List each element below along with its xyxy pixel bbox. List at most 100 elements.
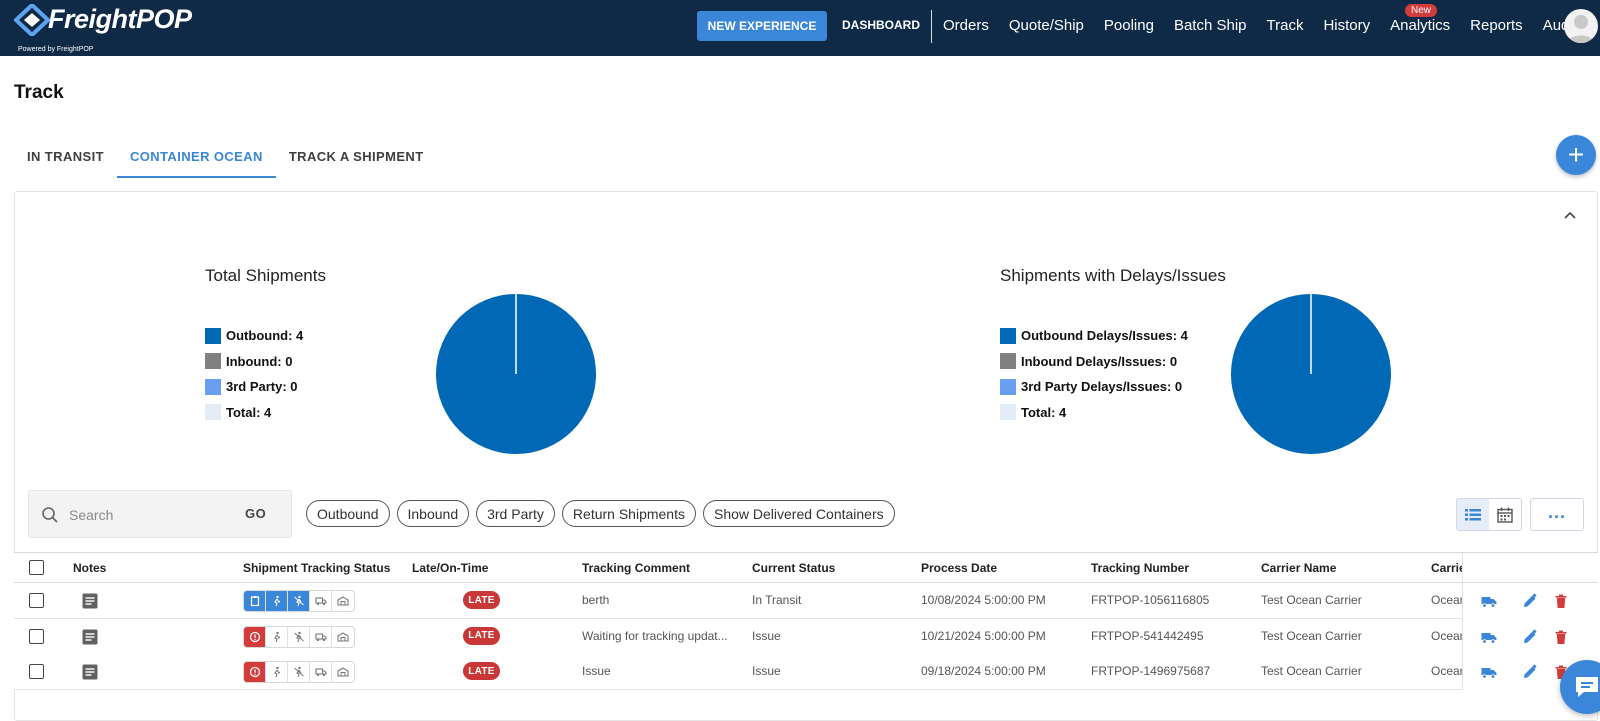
legend-label: Total: 4 (1021, 404, 1067, 420)
nav-analytics[interactable]: Analytics (1390, 17, 1451, 34)
legend-label: Outbound: 4 (226, 328, 304, 344)
status-step-clipboard-icon[interactable] (244, 662, 266, 682)
status-step-walking-icon[interactable] (266, 626, 288, 647)
search-input[interactable] (69, 504, 219, 526)
late-badge: LATE (463, 591, 500, 609)
late-badge: LATE (463, 626, 500, 645)
legend-swatch (205, 353, 221, 370)
view-toggle (1456, 498, 1522, 531)
pie-chart-total (436, 294, 596, 454)
notes-icon[interactable] (81, 663, 99, 681)
status-step-clipboard-icon[interactable] (244, 626, 266, 647)
filter-inbound[interactable]: Inbound (396, 500, 470, 527)
filter-outbound[interactable]: Outbound (306, 500, 390, 527)
add-button[interactable]: + (1556, 135, 1596, 175)
calendar-view-button[interactable] (1489, 499, 1521, 530)
nav-divider (931, 10, 932, 43)
truck-icon (314, 597, 327, 606)
select-all-checkbox[interactable] (29, 560, 44, 575)
status-step-warehouse-icon[interactable] (332, 591, 354, 611)
status-step-walking-icon[interactable] (266, 662, 288, 682)
tab-container-ocean[interactable]: CONTAINER OCEAN (116, 140, 276, 178)
header-process-date[interactable]: Process Date (921, 561, 998, 575)
status-step-walking-icon[interactable] (266, 591, 288, 611)
freightpop-logo[interactable]: FreightPOP Powered by FreightPOP (14, 2, 214, 54)
notes-icon[interactable] (81, 592, 99, 610)
nav-history[interactable]: History (1323, 17, 1371, 34)
header-tracking-number[interactable]: Tracking Number (1091, 561, 1190, 575)
filter-3rd-party[interactable]: 3rd Party (476, 500, 555, 527)
truck-icon (314, 632, 327, 641)
status-step-truck-icon[interactable] (310, 662, 332, 682)
carrier-type: Ocean (1431, 593, 1467, 607)
collapse-chevron-icon[interactable] (1562, 209, 1578, 221)
header-notes[interactable]: Notes (73, 561, 107, 575)
tab-track-a-shipment[interactable]: TRACK A SHIPMENT (288, 149, 424, 164)
chat-button[interactable] (1560, 660, 1600, 714)
header-carrier-name[interactable]: Carrier Name (1261, 561, 1337, 575)
delete-trash-icon[interactable] (1553, 629, 1569, 645)
process-date: 09/18/2024 5:00:00 PM (921, 664, 1046, 678)
table-row[interactable]: LATE berth In Transit 10/08/2024 5:00:00 PM… (14, 583, 1598, 619)
list-view-button[interactable] (1457, 499, 1489, 530)
go-button[interactable]: GO (245, 506, 267, 521)
nav-orders[interactable]: Orders (943, 17, 989, 34)
truck-icon[interactable] (1481, 664, 1497, 680)
status-step-clipboard-icon[interactable] (244, 591, 266, 611)
legend-item: Inbound: 0 (205, 349, 303, 375)
current-status: Issue (752, 628, 781, 643)
nav-pooling[interactable]: Pooling (1103, 17, 1154, 34)
edit-pencil-icon[interactable] (1522, 593, 1538, 609)
header-tracking-comment[interactable]: Tracking Comment (582, 561, 691, 575)
status-step-no-walking-icon[interactable] (288, 591, 310, 611)
legend-label: Inbound: 0 (226, 353, 293, 369)
table-row[interactable]: LATE Waiting for tracking updat... Issue 10… (14, 618, 1598, 655)
table-row[interactable]: LATE Issue Issue 09/18/2024 5:00:00 PM FRTPO… (14, 654, 1598, 690)
powered-by: Powered by FreightPOP (18, 46, 94, 53)
status-step-warehouse-icon[interactable] (332, 662, 354, 682)
edit-pencil-icon[interactable] (1522, 628, 1538, 645)
tracking-number: FRTPOP-1056116805 (1091, 593, 1210, 607)
chart-delays-title: Shipments with Delays/Issues (1000, 266, 1226, 285)
legend-swatch (1000, 378, 1016, 395)
analytics-new-badge: New (1405, 4, 1438, 17)
calendar-icon (1497, 507, 1513, 523)
nav-batch-ship[interactable]: Batch Ship (1173, 17, 1247, 34)
shipment-tracking-status (243, 625, 355, 648)
status-step-no-walking-icon[interactable] (288, 662, 310, 682)
status-step-truck-icon[interactable] (310, 591, 332, 611)
legend-item: Outbound Delays/Issues: 4 (1000, 323, 1188, 349)
shipment-tracking-status (243, 661, 355, 683)
nav-quote-ship[interactable]: Quote/Ship (1008, 17, 1084, 34)
row-checkbox[interactable] (29, 664, 44, 679)
truck-icon[interactable] (1481, 593, 1497, 609)
current-status: In Transit (752, 593, 802, 607)
nav-dashboard[interactable]: DASHBOARD (842, 18, 920, 32)
header-late-on-time[interactable]: Late/On-Time (412, 561, 489, 575)
status-step-no-walking-icon[interactable] (288, 626, 310, 647)
filter-show-delivered-containers[interactable]: Show Delivered Containers (702, 500, 895, 527)
nav-track[interactable]: Track (1266, 17, 1304, 34)
user-icon (1568, 15, 1594, 43)
row-checkbox[interactable] (29, 593, 44, 608)
legend-label: 3rd Party Delays/Issues: 0 (1021, 379, 1183, 395)
header-carrier-type[interactable]: Carrie (1431, 561, 1466, 575)
edit-pencil-icon[interactable] (1522, 664, 1538, 680)
delete-trash-icon[interactable] (1553, 593, 1569, 609)
notes-icon[interactable] (81, 628, 99, 646)
new-experience-button[interactable]: NEW EXPERIENCE (697, 11, 827, 41)
truck-icon (314, 668, 327, 677)
status-step-warehouse-icon[interactable] (332, 627, 354, 647)
header-current-status[interactable]: Current Status (752, 561, 836, 575)
tab-in-transit[interactable]: IN TRANSIT (27, 149, 104, 164)
more-options-button[interactable]: ... (1530, 498, 1584, 531)
user-avatar[interactable] (1564, 9, 1598, 43)
truck-icon[interactable] (1481, 629, 1497, 645)
filter-return-shipments[interactable]: Return Shipments (561, 500, 696, 527)
search-box: GO (28, 490, 292, 538)
header-shipment-tracking-status[interactable]: Shipment Tracking Status (243, 561, 391, 575)
nav-reports[interactable]: Reports (1470, 17, 1523, 34)
status-step-truck-icon[interactable] (310, 626, 332, 647)
list-icon (1465, 508, 1481, 520)
row-checkbox[interactable] (29, 628, 44, 644)
